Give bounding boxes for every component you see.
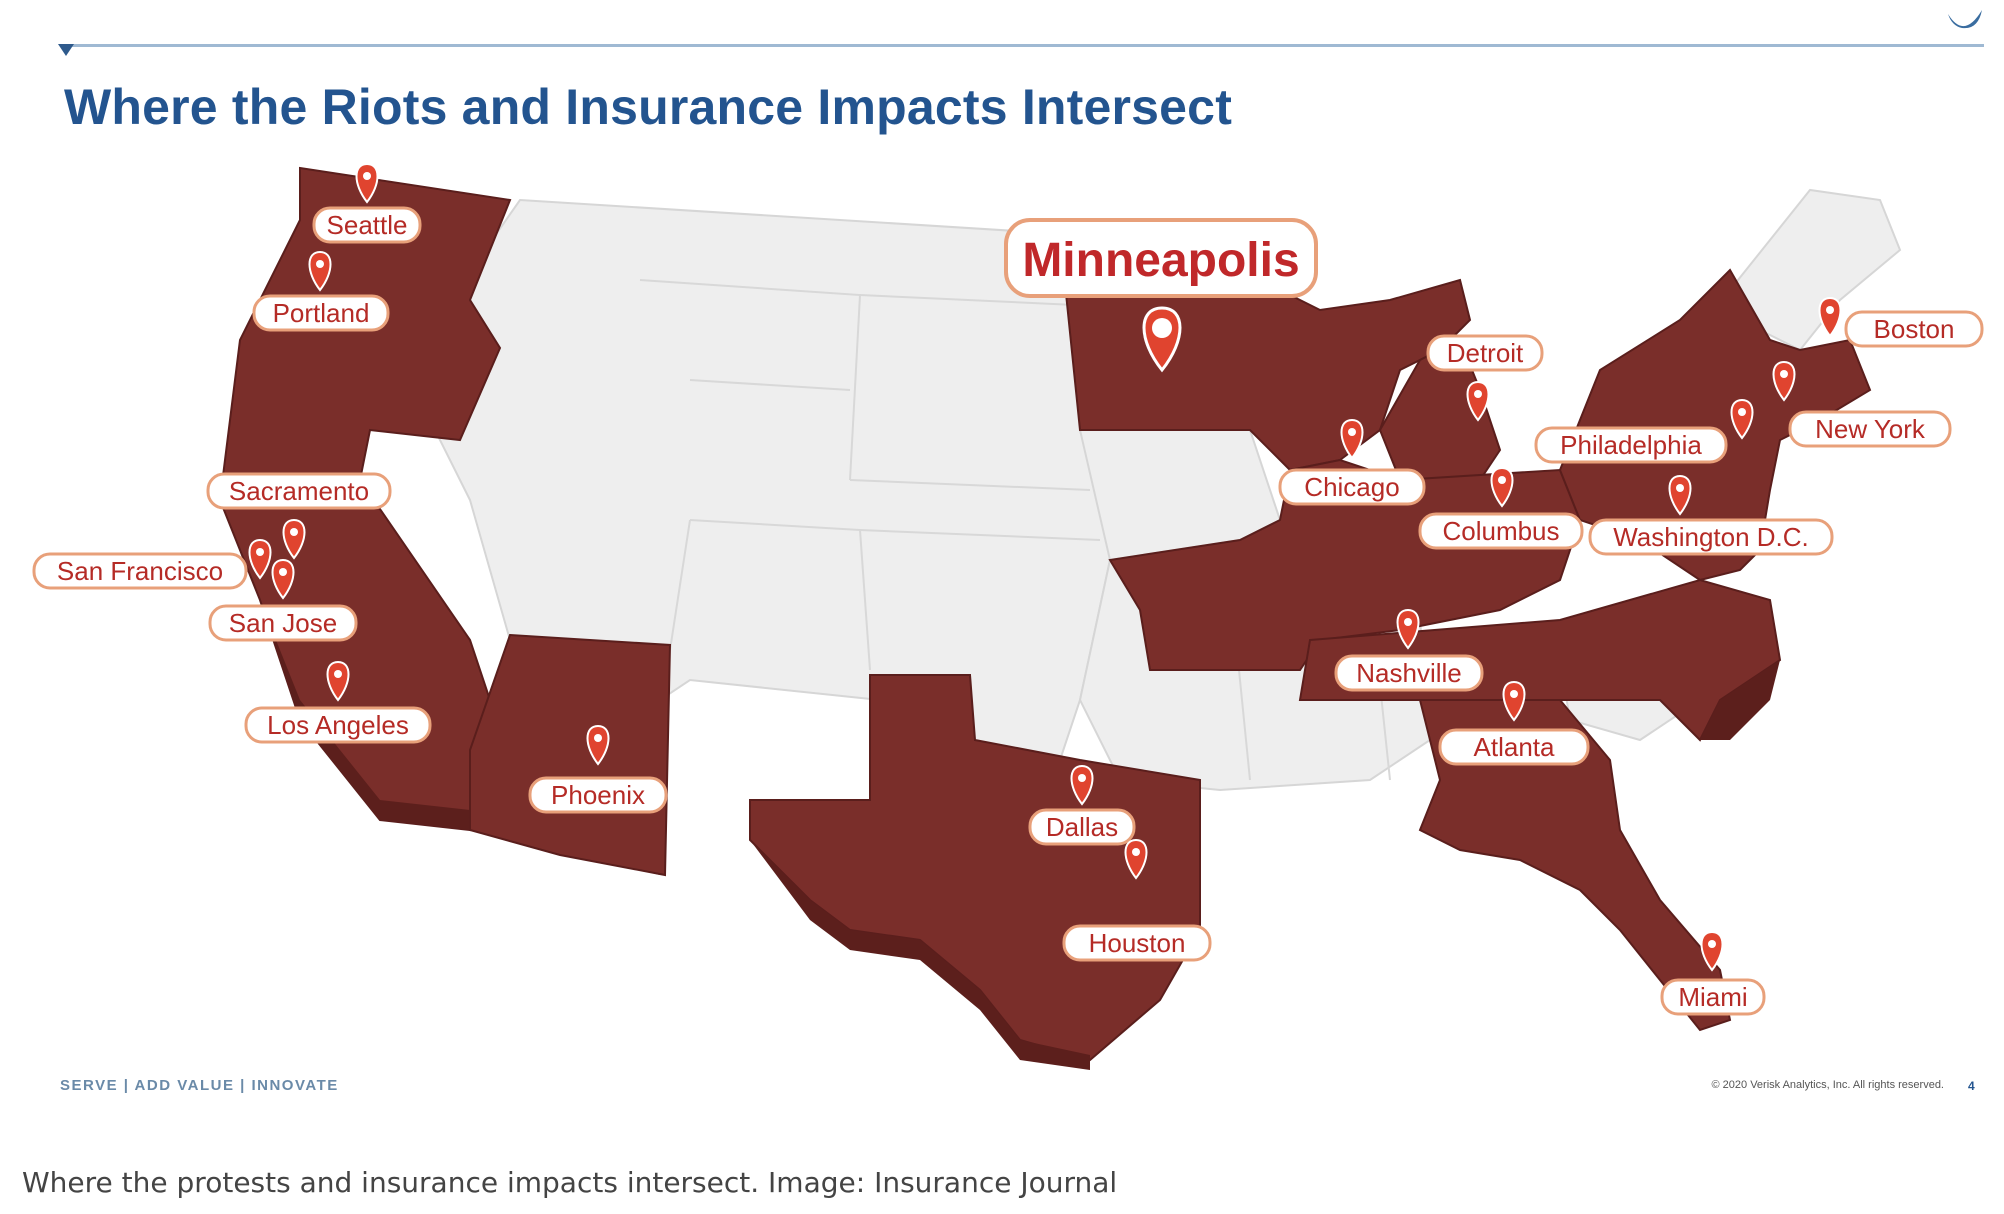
- logo-icon: [1948, 10, 1982, 29]
- map-pin-icon: [1466, 380, 1490, 422]
- slide: Where the Riots and Insurance Impacts In…: [0, 10, 2004, 1094]
- city-label: Sacramento: [229, 476, 369, 506]
- map-pin-icon: [282, 518, 306, 560]
- city-marker-san-francisco[interactable]: San Francisco: [32, 538, 272, 590]
- city-label: Nashville: [1356, 658, 1462, 688]
- city-label: Minneapolis: [1022, 234, 1299, 287]
- city-marker-minneapolis[interactable]: Minneapolis: [1004, 218, 1318, 373]
- arizona: [469, 633, 672, 877]
- texas-shadow: [750, 840, 1090, 1070]
- city-marker-chicago[interactable]: Chicago: [1278, 418, 1426, 506]
- map-pin-icon: [1730, 398, 1754, 440]
- city-label: Chicago: [1304, 472, 1399, 502]
- map-pin-icon: [1502, 680, 1526, 722]
- city-marker-boston[interactable]: Boston: [1818, 296, 1984, 348]
- top-rule: [60, 44, 1984, 47]
- city-label: Boston: [1874, 314, 1955, 344]
- city-marker-portland[interactable]: Portland: [252, 250, 390, 332]
- city-marker-dallas[interactable]: Dallas: [1028, 764, 1136, 846]
- city-label: Washington D.C.: [1613, 522, 1809, 552]
- slide-title: Where the Riots and Insurance Impacts In…: [64, 79, 1233, 135]
- map-pin-icon: [1700, 930, 1724, 972]
- city-marker-detroit[interactable]: Detroit: [1426, 334, 1544, 422]
- map-pin-icon: [1070, 764, 1094, 806]
- city-marker-atlanta[interactable]: Atlanta: [1438, 680, 1590, 766]
- city-label: Philadelphia: [1560, 430, 1702, 460]
- map-pin-icon: [1490, 466, 1514, 508]
- city-marker-columbus[interactable]: Columbus: [1418, 466, 1584, 550]
- city-marker-miami[interactable]: Miami: [1660, 930, 1766, 1016]
- city-label: Phoenix: [551, 780, 645, 810]
- city-marker-nashville[interactable]: Nashville: [1334, 608, 1484, 692]
- city-marker-sacramento[interactable]: Sacramento: [206, 472, 392, 560]
- map-pin-icon: [1124, 838, 1148, 880]
- city-label: San Jose: [229, 608, 337, 638]
- city-label: Miami: [1678, 982, 1747, 1012]
- city-label: New York: [1815, 414, 1926, 444]
- footer-copyright: © 2020 Verisk Analytics, Inc. All rights…: [1711, 1079, 1945, 1091]
- map-pin-icon: [271, 558, 295, 600]
- top-marker-icon: [58, 44, 74, 56]
- city-marker-seattle[interactable]: Seattle: [312, 162, 422, 244]
- city-marker-los-angeles[interactable]: Los Angeles: [244, 660, 432, 744]
- map-pin-icon: [586, 724, 610, 766]
- city-label: San Francisco: [57, 556, 223, 586]
- us-map: Minneapolis Seattle Portland: [0, 140, 2004, 1080]
- city-marker-phoenix[interactable]: Phoenix: [528, 724, 668, 814]
- city-label: Dallas: [1046, 812, 1118, 842]
- city-marker-philadelphia[interactable]: Philadelphia: [1534, 398, 1754, 464]
- map-pin-icon: [1818, 296, 1842, 338]
- city-label: Houston: [1089, 928, 1186, 958]
- city-label: Seattle: [327, 210, 408, 240]
- city-label: Columbus: [1442, 516, 1559, 546]
- city-marker-san-jose[interactable]: San Jose: [208, 558, 358, 642]
- city-marker-washington-dc[interactable]: Washington D.C.: [1588, 474, 1834, 556]
- florida-shadow: [1700, 660, 1780, 740]
- page-number: 4: [1968, 1079, 1975, 1093]
- map-pin-icon: [248, 538, 272, 580]
- map-pin-icon: [326, 660, 350, 702]
- city-marker-new-york[interactable]: New York: [1772, 360, 1952, 448]
- map-pin-icon: [1772, 360, 1796, 402]
- footer-tagline: SERVE | ADD VALUE | INNOVATE: [60, 1077, 339, 1094]
- city-marker-houston[interactable]: Houston: [1062, 838, 1212, 962]
- city-label: Atlanta: [1474, 732, 1555, 762]
- us-map-svg: Minneapolis Seattle Portland: [32, 162, 1984, 1070]
- map-pin-icon: [1340, 418, 1364, 460]
- map-pin-icon: [308, 250, 332, 292]
- city-markers: Minneapolis Seattle Portland: [32, 162, 1984, 1016]
- city-label: Portland: [273, 298, 370, 328]
- map-pin-icon: [1142, 306, 1182, 373]
- city-label: Los Angeles: [267, 710, 409, 740]
- city-label: Detroit: [1447, 338, 1524, 368]
- map-pin-icon: [1396, 608, 1420, 650]
- map-pin-icon: [1668, 474, 1692, 516]
- image-caption: Where the protests and insurance impacts…: [22, 1166, 1118, 1199]
- map-pin-icon: [355, 162, 379, 204]
